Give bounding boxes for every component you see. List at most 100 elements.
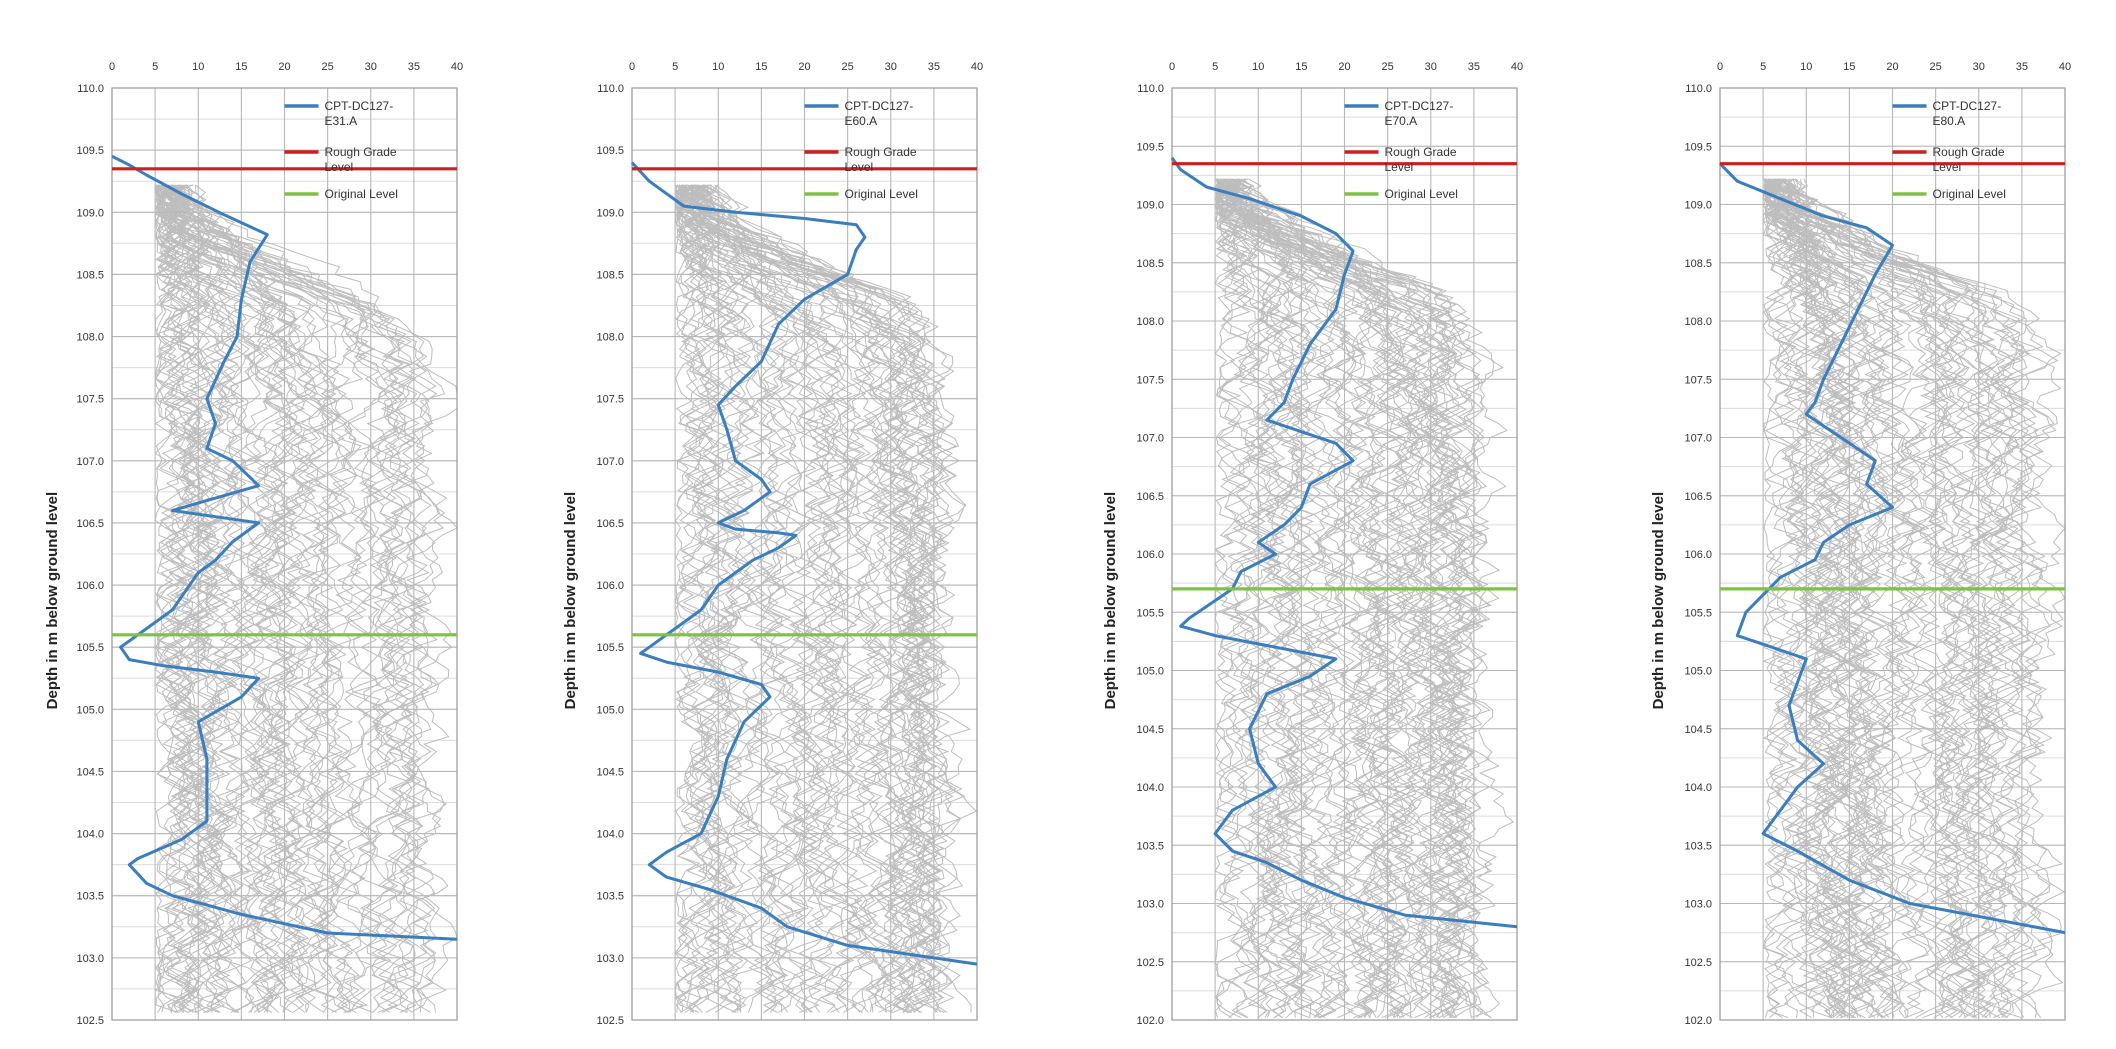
x-tick-label: 10 [192,61,204,73]
background-cpt-trace [1215,178,1315,1019]
y-tick-label: 103.0 [1136,899,1164,911]
legend: CPT-DC127-E70.A Rough Grade Level Original … [1344,99,1458,201]
x-tick-label: 40 [451,61,463,73]
background-cpt-trace [1216,178,1472,1018]
legend-label: Original Level [845,187,918,201]
background-cpt-trace [154,184,210,1013]
background-cpt-trace [1214,178,1275,1018]
background-cpt-trace [1766,178,1967,1018]
legend-label: Original Level [1933,187,2006,201]
x-tick-label: 20 [1338,61,1350,73]
y-tick-label: 108.0 [1136,316,1164,328]
background-cpt-trace [686,184,972,1013]
y-tick-label: 107.0 [596,456,624,468]
x-tick-label: 0 [109,61,115,73]
y-tick-label: 108.0 [76,332,104,344]
background-cpt-trace [162,184,273,1013]
background-cpt-trace [1214,178,1395,1019]
legend: CPT-DC127-E60.A Rough Grade Level Original … [804,99,918,201]
y-tick-label: 103.0 [1684,899,1712,911]
legend-item-original-level: Original Level [804,187,918,201]
legend-item-cpt: CPT-DC127-E70.A [1344,99,1453,128]
background-cpt-trace [680,184,755,1013]
y-tick-label: 109.0 [76,207,104,219]
plot-frame [1171,87,1518,1021]
background-cpt-trace [157,184,453,1013]
y-axis-title: Depth in m below ground level [562,492,579,710]
y-tick-label: 108.5 [596,269,624,281]
background-cpt-trace [674,184,810,1013]
background-cpt-trace [678,184,835,1013]
background-cpt-trace [1216,178,1340,1019]
y-tick-label: 105.5 [596,642,624,654]
y-tick-label: 108.0 [596,332,624,344]
background-cpt-trace [679,184,749,1013]
x-tick-label: 15 [235,61,247,73]
background-cpt-trace [1771,178,1862,1019]
background-cpt-trace [697,184,966,1013]
background-cpt-trace [1763,178,1879,1018]
background-cpt-traces [1214,178,1515,1019]
y-tick-label: 105.5 [1136,607,1164,619]
y-tick-label: 110.0 [597,83,624,95]
background-cpt-traces [1762,178,2066,1019]
legend-label: Original Level [1385,187,1458,201]
plot-frame [111,87,458,1021]
y-tick-label: 109.0 [1684,200,1712,212]
x-tick-label: 10 [1252,61,1264,73]
background-cpt-trace [1217,178,1367,1019]
background-cpt-trace [157,184,404,1013]
legend-item-original-level: Original Level [1892,187,2006,201]
y-tick-label: 106.5 [76,518,104,530]
x-tick-label: 15 [1295,61,1307,73]
x-tick-label: 25 [1382,61,1394,73]
y-tick-label: 107.5 [76,394,104,406]
legend-label: Rough Grade Level [1385,145,1457,174]
y-tick-label: 102.5 [1684,957,1712,969]
background-cpt-trace [675,184,728,1013]
background-cpt-trace [161,184,322,1013]
background-cpt-trace [675,184,772,1013]
background-cpt-trace [1763,178,2027,1019]
background-cpt-trace [154,184,201,1013]
background-cpt-trace [703,184,954,1013]
background-cpt-trace [1764,178,1928,1019]
background-cpt-trace [1217,178,1427,1019]
background-cpt-trace [1762,178,2044,1018]
background-cpt-trace [1763,178,1917,1019]
background-cpt-trace [156,184,231,1013]
background-cpt-trace [674,184,815,1013]
background-cpt-trace [154,184,216,1013]
background-cpt-trace [156,184,321,1013]
background-cpt-trace [678,184,888,1013]
y-tick-label: 104.5 [1684,724,1712,736]
background-cpt-trace [1765,178,1900,1019]
x-tick-label: 25 [322,61,334,73]
background-cpt-trace [175,184,427,1013]
background-cpt-trace [1238,178,1501,1019]
background-cpt-trace [1762,178,1846,1018]
background-cpt-trace [1796,178,2026,1019]
y-tick-label: 107.5 [1684,374,1712,386]
y-tick-label: 108.0 [1684,316,1712,328]
legend-item-cpt: CPT-DC127-E60.A [804,99,913,128]
y-tick-label: 106.0 [1684,549,1712,561]
background-cpt-trace [156,184,250,1013]
cpt-profile-line [630,161,978,966]
cpt-profile-line [1170,157,1518,929]
x-tick-label: 5 [672,61,678,73]
background-cpt-trace [1215,178,1484,1019]
background-cpt-trace [1765,178,1839,1018]
legend-item-rough-grade: Rough Grade Level [804,145,917,174]
background-cpt-trace [698,184,967,1013]
x-tick-label: 5 [1212,61,1218,73]
background-cpt-traces [674,184,978,1013]
background-cpt-trace [1763,178,1920,1019]
y-tick-label: 108.5 [76,269,104,281]
y-tick-label: 102.5 [76,1015,104,1027]
background-cpt-trace [674,184,734,1013]
background-cpt-trace [176,184,446,1013]
background-cpt-trace [183,184,345,1013]
background-cpt-trace [160,184,239,1013]
background-cpt-trace [1214,178,1254,1019]
